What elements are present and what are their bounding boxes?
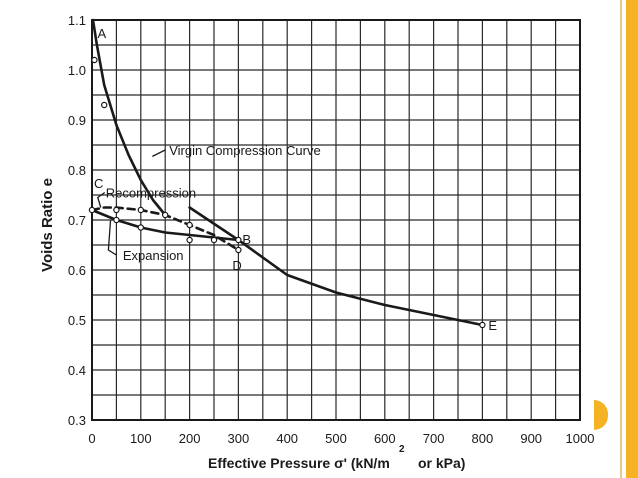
y-tick-label: 0.6 — [68, 263, 86, 278]
data-point-marker — [91, 56, 98, 64]
data-point-marker — [100, 101, 108, 109]
plot-frame — [91, 19, 581, 421]
data-point-marker — [113, 216, 120, 224]
data-point-marker — [161, 211, 169, 219]
y-axis-label: Voids Ratio e — [39, 178, 56, 272]
x-tick-label: 400 — [276, 431, 298, 446]
series-line — [90, 208, 240, 242]
annotation-label: Virgin Compression Curve — [169, 143, 321, 158]
data-point-marker — [137, 224, 144, 231]
callout-recompression — [97, 191, 106, 208]
y-tick-label: 1.0 — [68, 63, 86, 78]
callout-virgin — [152, 149, 166, 158]
x-tick-label: 700 — [423, 431, 445, 446]
data-point-marker — [235, 246, 242, 254]
data-point-marker — [186, 236, 193, 244]
x-axis-label-tail: or kPa) — [418, 455, 465, 471]
y-tick-label: 0.9 — [68, 113, 86, 128]
y-tick-label: 0.3 — [68, 413, 86, 428]
y-tick-label: 0.4 — [68, 363, 86, 378]
x-tick-label: 900 — [520, 431, 542, 446]
x-tick-label: 100 — [130, 431, 152, 446]
data-point-marker — [137, 206, 144, 214]
point-label: E — [488, 318, 497, 333]
annotation-callouts — [97, 149, 166, 256]
x-tick-label: 300 — [228, 431, 250, 446]
data-point-marker — [479, 321, 486, 329]
chart-series — [90, 18, 484, 327]
point-label: D — [232, 258, 241, 273]
series-line — [91, 18, 167, 217]
data-point-marker — [88, 206, 96, 214]
y-tick-label: 1.1 — [68, 13, 86, 28]
data-point-marker — [113, 206, 120, 214]
data-point-marker — [186, 221, 193, 229]
y-tick-label: 0.7 — [68, 213, 86, 228]
x-tick-label: 800 — [472, 431, 494, 446]
series-line — [90, 206, 240, 252]
annotation-label: Expansion — [123, 248, 184, 263]
slide-accent-mark — [594, 400, 608, 430]
point-label: A — [97, 26, 106, 41]
chart-markers — [88, 56, 486, 329]
y-tick-label: 0.5 — [68, 313, 86, 328]
x-axis-label-exponent: 2 — [399, 444, 405, 455]
data-point-marker — [235, 236, 242, 244]
slide-accent-border — [626, 0, 638, 478]
annotation-label: Recompression — [106, 186, 196, 201]
chart-labels: 0 100 200 300 400 500 600 700 800 900 1000 0.3 0.4 0.… — [68, 13, 595, 446]
y-tick-label: 0.8 — [68, 163, 86, 178]
x-tick-label: 600 — [374, 431, 396, 446]
callout-expansion — [107, 219, 117, 256]
x-tick-label: 0 — [88, 431, 95, 446]
data-point-marker — [210, 236, 218, 244]
x-tick-label: 1000 — [566, 431, 595, 446]
point-label: C — [94, 176, 103, 191]
slide-accent-line — [620, 0, 622, 478]
point-label: B — [242, 232, 251, 247]
x-tick-label: 500 — [325, 431, 347, 446]
x-axis-label: Effective Pressure σ' (kN/m — [208, 455, 390, 471]
x-tick-label: 200 — [179, 431, 201, 446]
chart-grid — [91, 19, 581, 421]
